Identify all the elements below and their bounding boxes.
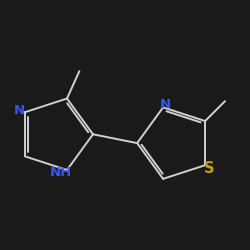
Text: S: S: [204, 161, 215, 176]
Text: N: N: [160, 98, 171, 111]
Text: N: N: [14, 104, 25, 117]
Text: NH: NH: [50, 166, 72, 179]
